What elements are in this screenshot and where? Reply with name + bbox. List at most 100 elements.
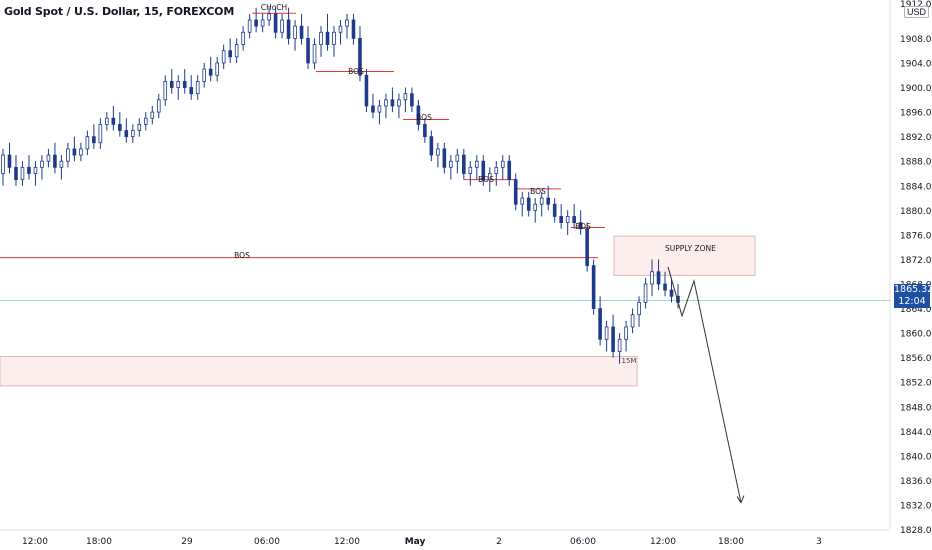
price-tick-label: 1912.00: [900, 0, 932, 10]
candle-up: [293, 25, 297, 39]
candle-down: [663, 283, 667, 291]
candle-up: [474, 160, 479, 168]
candle-up: [241, 31, 245, 45]
candle-up: [397, 99, 401, 107]
candle-down: [169, 80, 174, 88]
candle-up: [436, 148, 440, 156]
candle-down: [124, 130, 129, 138]
candle-down: [189, 87, 194, 95]
candle-up: [617, 338, 622, 352]
candle-up: [33, 166, 38, 174]
price-tick-label: 1876.00: [900, 231, 932, 241]
time-tick-label: May: [405, 537, 426, 547]
price-tick-label: 1864.00: [900, 305, 932, 315]
candle-down: [598, 308, 602, 340]
candle-up: [150, 111, 155, 119]
last-price-tag: 1865.32 12:04: [894, 284, 932, 308]
candle-up: [221, 50, 226, 64]
candle-down: [526, 197, 531, 211]
candle-up: [105, 117, 109, 125]
candle-up: [59, 160, 64, 168]
bos-label: BOS: [234, 251, 250, 260]
candle-down: [578, 222, 583, 230]
last-price-value: 1865.32: [894, 284, 932, 295]
candle-up: [455, 154, 460, 162]
candle-down: [208, 68, 213, 76]
time-tick-label: 06:00: [570, 537, 596, 547]
bos-label: BOS: [348, 67, 364, 76]
time-axis: 12:00 18:00 29 06:00 12:00 May 2 06:00 12:00 18:0…: [22, 537, 822, 547]
time-tick-label: 18:00: [718, 537, 744, 547]
candle-up: [520, 197, 525, 205]
candle-down: [507, 160, 512, 181]
candle-down: [228, 50, 232, 58]
bos-label: BOS: [478, 175, 494, 184]
arrow-head-icon: [736, 495, 745, 504]
price-tick-label: 1840.00: [900, 452, 932, 462]
candle-down: [552, 203, 557, 217]
candle-down: [72, 148, 77, 156]
candle-up: [176, 80, 181, 88]
candle-up: [332, 31, 336, 45]
price-tick-label: 1836.00: [900, 477, 932, 487]
candle-down: [111, 117, 116, 125]
candle-up: [624, 326, 628, 340]
time-tick-label: 2: [496, 537, 502, 547]
candle-up: [267, 13, 271, 21]
candle-down: [546, 197, 550, 205]
time-tick-label: 29: [181, 537, 193, 547]
candle-down: [118, 123, 122, 131]
candle-up: [494, 166, 499, 174]
time-tick-label: 12:00: [334, 537, 360, 547]
candle-down: [7, 154, 12, 168]
candle-up: [338, 25, 343, 33]
candlesticks: [1, 7, 680, 364]
price-axis: 1908.00 1904.00 1900.00 1896.00 1892.00 1888.…: [900, 0, 932, 536]
candle-down: [423, 123, 427, 138]
last-price-countdown: 12:04: [898, 296, 926, 307]
candle-down: [429, 136, 434, 156]
projection-line: [667, 266, 742, 503]
candle-up: [79, 148, 83, 156]
candle-up: [40, 160, 44, 168]
candle-down: [306, 38, 310, 64]
candle-down: [286, 19, 291, 39]
price-tick-label: 1856.00: [900, 354, 932, 364]
candle-down: [351, 19, 356, 39]
candle-up: [280, 19, 284, 33]
candle-up: [234, 44, 239, 58]
candle-up: [630, 314, 635, 328]
candle-up: [85, 136, 90, 150]
candle-down: [572, 216, 576, 224]
time-tick-label: 12:00: [22, 537, 48, 547]
candle-down: [364, 74, 369, 107]
chart-title: Gold Spot / U.S. Dollar, 15, FOREXCOM: [4, 5, 235, 18]
supply-zone-label: SUPPLY ZONE: [665, 244, 716, 253]
candle-up: [345, 19, 349, 27]
time-tick-label: 12:00: [650, 537, 676, 547]
price-tick-label: 1908.00: [900, 35, 932, 45]
candle-up: [247, 19, 252, 33]
candle-up: [98, 123, 103, 144]
candle-down: [513, 179, 518, 205]
candle-up: [195, 80, 200, 95]
candle-up: [643, 283, 648, 303]
candle-up: [260, 19, 265, 27]
time-tick-label: 3: [816, 537, 822, 547]
candle-up: [377, 105, 382, 113]
zones: [0, 235, 890, 387]
candle-down: [591, 265, 596, 309]
price-tick-label: 1828.00: [900, 526, 932, 536]
candle-up: [500, 160, 505, 168]
price-tick-label: 1880.00: [900, 207, 932, 217]
bos-label: BOS: [575, 222, 591, 231]
candle-up: [20, 166, 25, 181]
currency-button[interactable]: USD: [904, 6, 930, 18]
candle-down: [325, 31, 330, 45]
candle-up: [449, 160, 453, 168]
candle-down: [53, 154, 57, 168]
candle-up: [468, 166, 473, 174]
candle-down: [656, 271, 661, 285]
candle-down: [273, 13, 278, 33]
